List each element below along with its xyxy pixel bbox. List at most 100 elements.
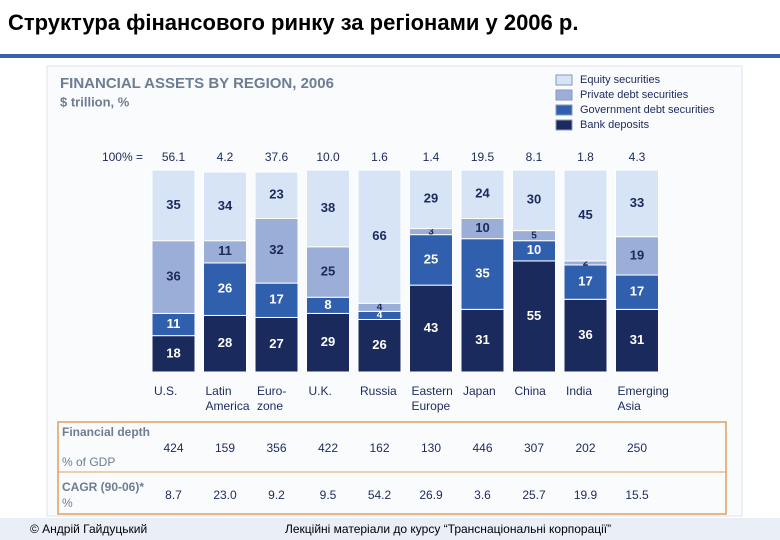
segment-label: 3: [428, 226, 434, 237]
table-value: 202: [575, 441, 595, 455]
table-value: 26.9: [419, 488, 443, 502]
bar-segment: [409, 169, 453, 230]
bar-segment: [306, 169, 350, 248]
bar-segment: [615, 169, 659, 238]
table-value: 8.7: [165, 488, 182, 502]
bar-segment: [357, 169, 402, 304]
segment-label: 17: [269, 292, 283, 307]
table-value: 422: [318, 441, 338, 455]
segment-label: 31: [630, 332, 644, 347]
table-value: 307: [524, 441, 544, 455]
segment-label: 29: [424, 191, 438, 206]
segment-label: 43: [424, 320, 438, 335]
bar-segment: [460, 308, 505, 373]
table-value: 424: [163, 441, 183, 455]
segment-label: 30: [527, 192, 541, 207]
bar-segment: [203, 314, 247, 373]
row-label: CAGR (90-06)*: [62, 480, 144, 494]
total-label: 56.1: [162, 150, 186, 164]
bar-segment: [254, 316, 299, 373]
segment-label: 23: [269, 187, 283, 202]
bar-segment: [512, 169, 556, 232]
row-sublabel: % of GDP: [62, 455, 115, 469]
legend-label: Private debt securities: [580, 89, 689, 101]
segment-label: 17: [630, 284, 644, 299]
segment-label: 31: [475, 332, 489, 347]
table-value: 130: [421, 441, 441, 455]
segment-label: 10: [475, 220, 489, 235]
segment-label: 27: [269, 336, 283, 351]
total-label: 1.4: [423, 150, 440, 164]
category-label: U.S.: [154, 384, 178, 398]
segment-label: 28: [218, 335, 232, 350]
table-value: 159: [215, 441, 235, 455]
table-value: 19.9: [574, 488, 598, 502]
bar-segment: [203, 171, 247, 242]
table-value: 54.2: [368, 488, 392, 502]
legend-swatch: [555, 119, 573, 131]
segment-label: 2: [583, 258, 589, 269]
category-label: Russia: [360, 384, 397, 398]
segment-label: 11: [218, 243, 232, 258]
total-label: 8.1: [526, 150, 543, 164]
bar-segment: [151, 240, 196, 314]
segment-label: 25: [321, 263, 335, 278]
category-label: Euro-zone: [257, 384, 287, 413]
total-label: 37.6: [265, 150, 289, 164]
segment-label: 33: [630, 195, 644, 210]
segment-label: 29: [321, 334, 335, 349]
segment-label: 17: [578, 274, 592, 289]
legend-swatch: [555, 89, 573, 101]
table-value: 25.7: [522, 488, 546, 502]
table-value: 356: [266, 441, 286, 455]
table-value: 446: [472, 441, 492, 455]
table-box: [57, 421, 727, 515]
segment-label: 66: [372, 228, 386, 243]
total-label: 19.5: [471, 150, 495, 164]
segment-label: 34: [218, 198, 233, 213]
segment-label: 45: [578, 207, 592, 222]
legend-swatch: [555, 74, 573, 86]
segment-label: 18: [166, 345, 180, 360]
total-label: 1.6: [371, 150, 388, 164]
category-label: Japan: [463, 384, 496, 398]
segment-label: 8: [324, 297, 331, 312]
table-value: 162: [369, 441, 389, 455]
legend-label: Bank deposits: [580, 119, 650, 131]
footer-author: © Андрій Гайдуцький: [30, 522, 147, 536]
legend-label: Government debt securities: [580, 104, 715, 116]
bar-segment: [151, 169, 196, 242]
table-value: 15.5: [625, 488, 649, 502]
segment-label: 36: [578, 327, 592, 342]
total-label: 4.2: [217, 150, 234, 164]
legend-swatch: [555, 104, 573, 116]
category-label: India: [566, 384, 593, 398]
bar-segment: [563, 264, 608, 300]
title-rule: [0, 54, 780, 58]
slide-title: Структура фінансового ринку за регіонами…: [8, 10, 578, 35]
bar-segment: [203, 262, 247, 316]
segment-label: 10: [527, 242, 541, 257]
bar-segment: [254, 171, 299, 219]
footer-course: Лекційні матеріали до курсу “Транснаціон…: [285, 522, 611, 536]
segment-label: 25: [424, 251, 438, 266]
bar-segment: [409, 234, 453, 286]
total-label: 4.3: [629, 150, 646, 164]
segment-label: 35: [166, 197, 180, 212]
bar-segment: [306, 246, 350, 298]
segment-label: 24: [475, 186, 490, 201]
chart-subtitle: $ trillion, %: [60, 94, 130, 109]
segment-label: 38: [321, 200, 335, 215]
segment-label: 35: [475, 265, 489, 280]
bar-segment: [615, 274, 659, 310]
bar-segment: [512, 260, 556, 373]
chart-title: FINANCIAL ASSETS BY REGION, 2006: [60, 75, 334, 92]
segment-label: 26: [372, 337, 386, 352]
category-label: China: [514, 384, 546, 398]
bar-segment: [151, 335, 196, 373]
category-label: U.K.: [308, 384, 332, 398]
bar-segment: [254, 217, 299, 284]
segment-label: 5: [531, 230, 537, 241]
